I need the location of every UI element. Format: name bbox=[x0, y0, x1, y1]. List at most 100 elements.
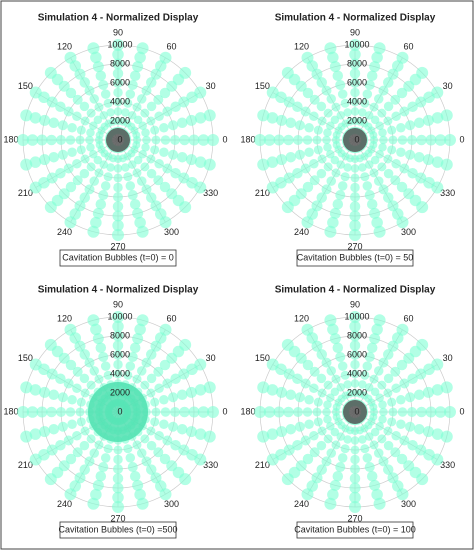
bubble bbox=[383, 464, 394, 475]
bubble bbox=[387, 340, 399, 352]
bubble bbox=[257, 109, 270, 122]
bubble bbox=[75, 135, 85, 145]
bubble bbox=[133, 155, 143, 165]
bubble bbox=[112, 491, 124, 504]
bubble bbox=[323, 128, 332, 137]
bubble bbox=[397, 135, 408, 145]
bubble bbox=[134, 51, 146, 64]
bubble bbox=[281, 338, 294, 351]
bubble bbox=[79, 101, 90, 112]
bubble bbox=[383, 373, 394, 384]
bubble bbox=[100, 453, 111, 463]
bubble bbox=[72, 431, 82, 441]
bubble bbox=[283, 406, 294, 418]
bubble bbox=[407, 440, 418, 451]
bubble bbox=[194, 112, 207, 124]
bubble bbox=[336, 111, 345, 120]
bubble bbox=[399, 163, 410, 174]
bubble bbox=[326, 150, 335, 159]
bubble bbox=[137, 94, 147, 104]
angle-tick-label: 180 bbox=[240, 406, 255, 416]
bubble bbox=[113, 350, 123, 360]
bubble bbox=[203, 430, 216, 443]
bubble bbox=[132, 479, 144, 491]
bubble bbox=[375, 150, 384, 159]
bubble bbox=[302, 407, 313, 417]
bubble bbox=[178, 368, 190, 380]
bubble bbox=[407, 168, 418, 179]
bubble bbox=[369, 168, 379, 178]
angle-tick-label: 60 bbox=[166, 42, 176, 52]
angle-tick-label: 210 bbox=[255, 460, 270, 470]
bubble bbox=[103, 444, 113, 454]
bubble bbox=[179, 134, 190, 146]
bubble bbox=[127, 462, 138, 473]
bubble bbox=[362, 453, 373, 463]
bubble bbox=[330, 427, 340, 437]
radial-tick-label: 0 bbox=[117, 406, 122, 416]
bubble bbox=[29, 181, 42, 194]
bubble bbox=[55, 373, 66, 384]
bubble bbox=[141, 85, 152, 96]
angle-tick-label: 150 bbox=[255, 353, 270, 363]
bubble bbox=[378, 400, 387, 409]
angle-tick-label: 270 bbox=[110, 241, 125, 251]
bubble bbox=[207, 406, 219, 418]
bubble bbox=[304, 419, 314, 430]
bubble bbox=[390, 175, 401, 186]
bubble bbox=[112, 210, 124, 222]
bubble bbox=[194, 384, 207, 396]
bubble bbox=[76, 145, 86, 155]
annotation: Cavitation Bubbles (t=0) = 100 bbox=[294, 524, 416, 534]
bubble bbox=[283, 172, 295, 184]
bubble bbox=[312, 135, 322, 145]
radial-tick-label: 8000 bbox=[110, 330, 130, 340]
bubble bbox=[387, 417, 397, 427]
chart-title: Simulation 4 - Normalized Display bbox=[275, 13, 436, 24]
bubble bbox=[86, 434, 96, 444]
bubble bbox=[55, 168, 66, 179]
bubble bbox=[311, 472, 323, 484]
bubble bbox=[316, 77, 327, 88]
bubble bbox=[29, 384, 42, 396]
bubble bbox=[431, 453, 444, 466]
radial-tick-label: 2000 bbox=[110, 387, 130, 397]
bubble bbox=[378, 128, 387, 137]
bubble bbox=[374, 448, 384, 458]
bubble bbox=[379, 135, 388, 145]
bubble bbox=[336, 160, 345, 169]
bubble bbox=[176, 423, 188, 435]
bubble bbox=[29, 358, 42, 371]
annotation: Cavitation Bubbles (t=0) =500 bbox=[58, 524, 177, 534]
bubble bbox=[360, 172, 370, 182]
bubble bbox=[300, 435, 311, 446]
bubble bbox=[112, 501, 124, 513]
bubble bbox=[350, 379, 360, 388]
bubble bbox=[176, 117, 188, 129]
bubble bbox=[440, 158, 453, 171]
bubble bbox=[89, 94, 99, 104]
bubble bbox=[136, 225, 149, 238]
bubble bbox=[378, 143, 387, 152]
bubble bbox=[349, 491, 361, 504]
bubble bbox=[365, 111, 374, 120]
bubble bbox=[266, 384, 279, 396]
bubble bbox=[57, 120, 68, 131]
bubble bbox=[396, 394, 406, 405]
bubble bbox=[343, 163, 352, 172]
angle-tick-label: 90 bbox=[350, 27, 360, 37]
bubble bbox=[416, 473, 429, 486]
bubble bbox=[391, 159, 401, 169]
bubble bbox=[98, 190, 109, 201]
bubble bbox=[146, 388, 156, 398]
bubble bbox=[383, 349, 394, 360]
bubble bbox=[87, 42, 100, 55]
bubble bbox=[95, 470, 107, 482]
bubble bbox=[444, 406, 456, 418]
bubble bbox=[399, 106, 410, 117]
bubble bbox=[159, 181, 171, 193]
bubble bbox=[323, 108, 333, 118]
bubble bbox=[76, 397, 86, 407]
bubble bbox=[142, 135, 151, 145]
bubble bbox=[326, 366, 336, 376]
